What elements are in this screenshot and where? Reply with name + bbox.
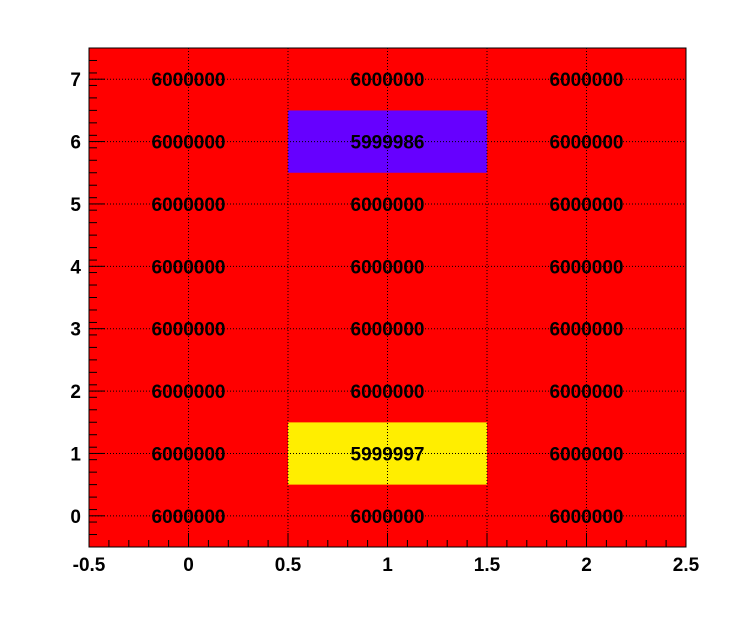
cell-value-label: 6000000 [550,444,624,465]
cell-labels-layer: 6000000 6000000 6000000 6000000 5999997 60000… [152,70,624,528]
cell-value-label: 6000000 [152,382,226,403]
cell-value-label: 6000000 [550,320,624,341]
cell-value-label: 6000000 [351,382,425,403]
y-tick-label: 0 [70,507,81,528]
cell-value-label: 6000000 [550,382,624,403]
x-tick-label: 1.5 [474,555,501,576]
cell-value-label: 6000000 [351,320,425,341]
heatmap-cell [288,235,487,298]
x-tick-label: 1 [382,555,393,576]
y-tick-label: 7 [70,70,81,91]
y-tick-label: 1 [70,444,81,465]
grid-layer [89,48,686,547]
cell-value-label: 6000000 [351,257,425,278]
cell-value-label: 6000000 [550,195,624,216]
axes-layer: -0.5 0 0.5 1 1.5 2 2.5 0 1 2 3 4 5 6 7 [70,47,700,576]
cell-value-label: 6000000 [351,70,425,91]
cell-value-label: 6000000 [351,195,425,216]
heatmap-cell [288,297,487,360]
cell-value-label: 6000000 [152,70,226,91]
y-tick-label: 4 [70,257,81,278]
cell-value-label: 6000000 [152,320,226,341]
heatmap-cell [487,297,686,360]
cell-value-label: 6000000 [152,507,226,528]
x-tick-label: 0 [183,555,194,576]
cell-value-label: 6000000 [550,507,624,528]
cell-value-label: 6000000 [152,444,226,465]
cell-value-label: 5999997 [351,444,425,465]
cell-value-label: 6000000 [550,133,624,154]
cell-value-label: 6000000 [152,257,226,278]
y-tick-label: 3 [70,320,81,341]
y-tick-label: 2 [70,382,81,403]
cell-value-label: 6000000 [550,70,624,91]
y-tick-label: 6 [70,133,81,154]
x-tick-label: 2 [581,555,592,576]
cell-value-label: 5999986 [351,133,425,154]
cell-value-label: 6000000 [152,133,226,154]
cell-value-label: 6000000 [152,195,226,216]
heatmap-cell [487,235,686,298]
x-tick-label: -0.5 [73,555,106,576]
y-tick-label: 5 [70,195,81,216]
x-tick-label: 0.5 [275,555,302,576]
cell-value-label: 6000000 [351,507,425,528]
cell-value-label: 6000000 [550,257,624,278]
x-tick-label: 2.5 [673,555,700,576]
